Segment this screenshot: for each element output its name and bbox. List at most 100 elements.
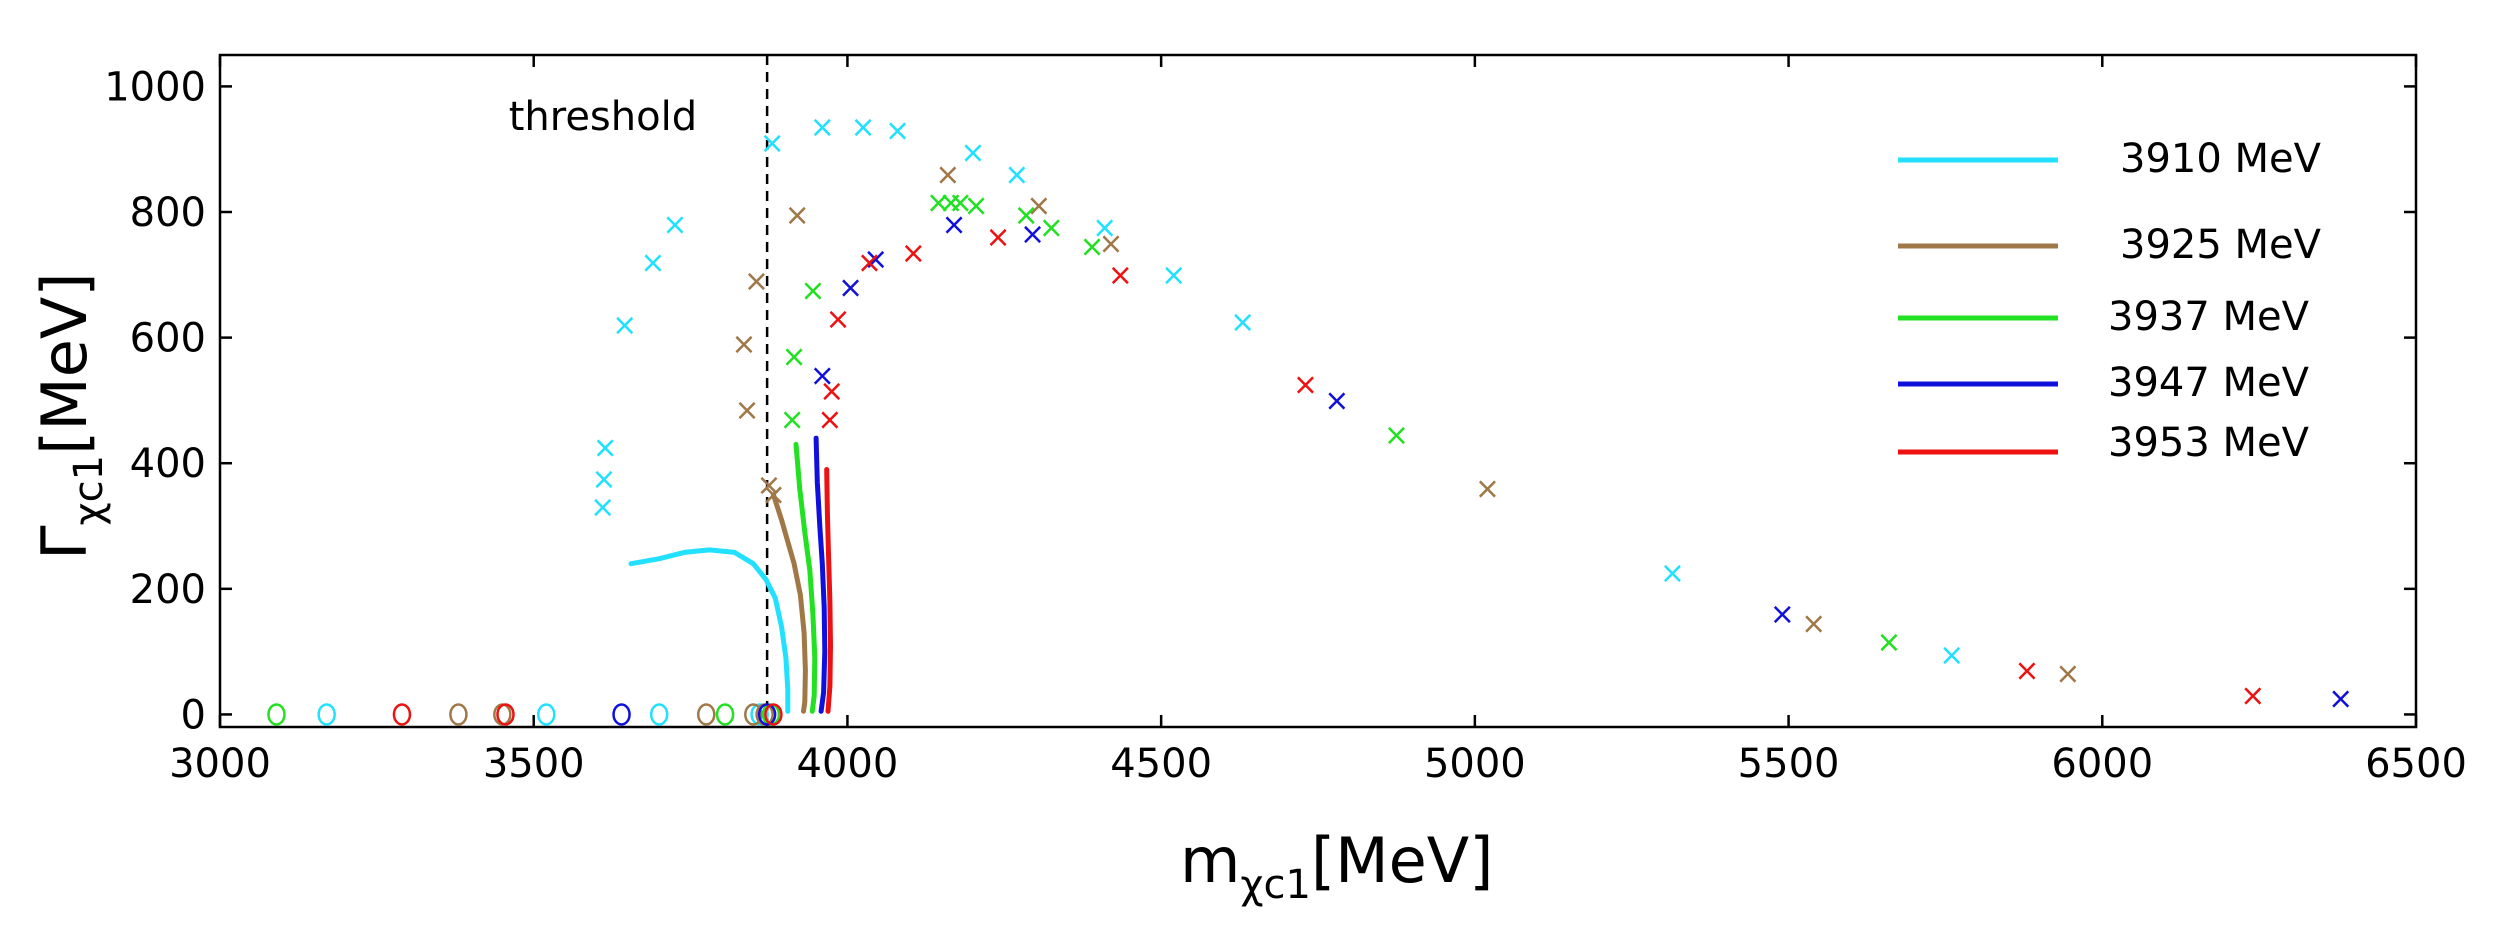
pole-x-1-3: × (756, 468, 781, 503)
pole-x-3-0: × (810, 358, 835, 393)
pole-x-2-11: × (1876, 625, 1901, 660)
pole-x-2-5: × (948, 186, 973, 221)
legend-label-3953: 3953 MeV (2108, 420, 2310, 466)
pole-x-0-16: × (1939, 638, 1964, 673)
pole-x-4-7: × (1293, 368, 1318, 403)
pole-x-4-3: × (857, 245, 882, 280)
pole-markers: ××××××× × × ××××××××××××××××××××××××××× × ×××… (267, 110, 2353, 726)
pole-o-0-1 (537, 703, 556, 726)
pole-o-0-2 (649, 703, 669, 726)
pole-x-1-1: × (731, 327, 756, 362)
legend-label-3937: 3937 MeV (2108, 294, 2310, 340)
pole-x-4-1: × (819, 374, 844, 409)
pole-x-2-7: × (1014, 198, 1039, 233)
pole-o-0-0 (317, 703, 336, 726)
legend-label-3910: 3910 MeV (2120, 136, 2322, 182)
x-tick-label-5000: 5000 (1424, 741, 1526, 787)
y-tick-label-0: 0 (181, 692, 206, 738)
pole-o-3-0 (612, 703, 631, 726)
pole-x-0-13: × (1161, 258, 1186, 293)
pole-x-2-10: × (1384, 418, 1409, 453)
pole-x-4-0: × (817, 402, 842, 437)
pole-x-1-8: × (1098, 226, 1123, 261)
pole-o-2-0 (267, 703, 286, 726)
x-tick-label-5500: 5500 (1738, 741, 1840, 787)
pole-x-1-4: × (761, 478, 786, 513)
x-axis-label-main: m (1180, 824, 1240, 897)
pole-x-4-8: × (2014, 653, 2039, 688)
pole-x-0-6: × (760, 126, 785, 161)
pole-x-4-6: × (1108, 258, 1133, 293)
pole-x-0-4: × (640, 245, 665, 280)
y-tick-label-600: 600 (130, 316, 206, 362)
pole-x-1-11: × (2055, 657, 2080, 692)
pole-x-0-2: × (593, 431, 618, 466)
pole-x-0-7: × (810, 110, 835, 145)
x-axis-label-sub: χc1 (1240, 862, 1311, 908)
pole-x-2-2: × (800, 274, 825, 309)
y-axis-label-unit: [MeV] (28, 272, 101, 454)
pole-o-1-2 (697, 703, 716, 726)
legend: 3910 MeV 3925 MeV 3937 MeV 3947 MeV 3953… (1898, 136, 2322, 466)
pole-x-0-9: × (885, 113, 910, 148)
y-tick-label-400: 400 (130, 441, 206, 487)
pole-x-4-4: × (901, 236, 926, 271)
y-axis-label-main: Γ (28, 525, 101, 560)
y-tick-label-800: 800 (130, 190, 206, 236)
pole-x-0-11: × (1004, 157, 1029, 192)
y-axis-label-sub: χc1 (66, 455, 112, 526)
curve-series-1 (770, 492, 808, 714)
pole-x-3-2: × (863, 242, 888, 277)
y-tick-label-1000: 1000 (104, 64, 206, 110)
x-tick-label-4500: 4500 (1110, 741, 1212, 787)
pole-x-3-6: × (1770, 597, 1795, 632)
pole-x-2-0: × (780, 402, 805, 437)
x-axis: 3000 3500 4000 4500 5000 5500 6000 6500 (169, 55, 2467, 787)
pole-x-3-4: × (1020, 217, 1045, 252)
pole-x-0-12: × (1092, 211, 1117, 246)
curve-series-2 (793, 441, 818, 714)
curve-series-4 (824, 467, 833, 714)
pole-x-1-2: × (744, 264, 769, 299)
pole-x-3-3: × (942, 208, 967, 243)
pole-o-0-3 (750, 703, 769, 726)
pole-o-4-1 (496, 703, 515, 726)
curve-series-3 (813, 435, 828, 714)
x-tick-label-6000: 6000 (2051, 741, 2153, 787)
pole-x-3-5: × (1324, 383, 1349, 418)
pole-x-1-9: × (1475, 471, 1500, 506)
pole-x-1-5: × (785, 198, 810, 233)
pole-x-2-1: × (782, 339, 807, 374)
pole-o-1-3 (744, 703, 763, 726)
y-axis-label: Γχc1[MeV] (28, 272, 112, 560)
pole-x-0-0: × (590, 490, 615, 525)
legend-label-3947: 3947 MeV (2108, 360, 2310, 406)
x-axis-label: mχc1[MeV] (1180, 824, 1493, 908)
legend-label-3925: 3925 MeV (2120, 222, 2322, 268)
pole-o-2-1 (715, 703, 735, 726)
threshold-label: threshold (509, 94, 697, 140)
pole-x-1-0: × (734, 393, 759, 428)
pole-x-2-9: × (1080, 230, 1105, 265)
pole-x-2-8: × (1039, 211, 1064, 246)
x-axis-label-unit: [MeV] (1311, 824, 1493, 897)
pole-x-4-2: × (825, 302, 850, 337)
pole-x-2-6: × (963, 189, 988, 224)
plot-frame (218, 53, 2418, 729)
pole-x-0-14: × (1230, 305, 1255, 340)
pole-o-1-0 (449, 703, 468, 726)
pole-x-0-15: × (1660, 556, 1685, 591)
curve-series-0 (628, 547, 791, 714)
pole-x-3-7: × (2328, 682, 2353, 717)
pole-x-2-3: × (926, 186, 951, 221)
pole-x-1-10: × (1801, 606, 1826, 641)
pole-x-0-10: × (960, 135, 985, 170)
x-tick-label-3500: 3500 (483, 741, 585, 787)
pole-x-1-7: × (1026, 189, 1051, 224)
y-axis: 0 200 400 600 800 1000 (104, 64, 2416, 738)
x-tick-label-4000: 4000 (797, 741, 899, 787)
pole-x-3-1: × (838, 270, 863, 305)
pole-o-3-1 (757, 703, 777, 726)
pole-x-0-8: × (851, 110, 876, 145)
